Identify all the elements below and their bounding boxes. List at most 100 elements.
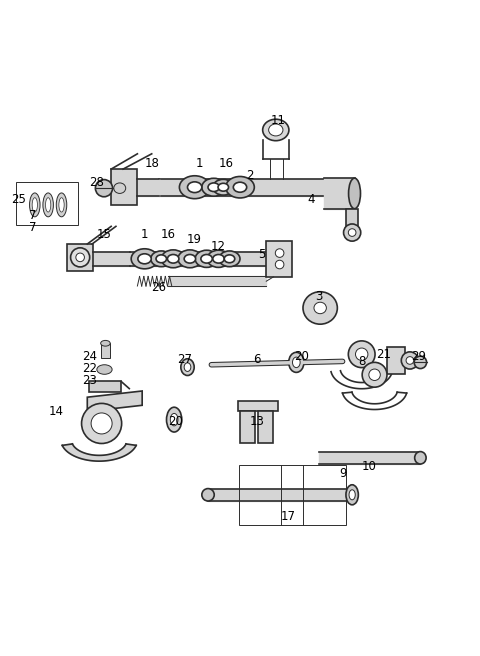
Ellipse shape — [56, 193, 67, 216]
Text: 18: 18 — [144, 157, 159, 170]
Ellipse shape — [213, 179, 234, 195]
Ellipse shape — [202, 178, 226, 196]
Text: 7: 7 — [29, 221, 36, 234]
Text: 9: 9 — [339, 467, 347, 480]
Circle shape — [362, 362, 387, 387]
Bar — [266, 241, 292, 277]
Ellipse shape — [303, 292, 337, 324]
Ellipse shape — [188, 182, 202, 193]
Circle shape — [356, 348, 368, 360]
Ellipse shape — [292, 357, 300, 367]
Circle shape — [401, 352, 419, 369]
Ellipse shape — [101, 340, 110, 346]
Ellipse shape — [219, 251, 240, 267]
Text: 14: 14 — [49, 405, 64, 418]
Ellipse shape — [224, 255, 235, 263]
Bar — [347, 209, 359, 229]
Ellipse shape — [59, 197, 64, 212]
Text: 12: 12 — [211, 240, 226, 253]
Circle shape — [71, 248, 90, 267]
Ellipse shape — [32, 197, 37, 212]
Ellipse shape — [415, 451, 426, 464]
Bar — [238, 401, 278, 411]
Ellipse shape — [131, 249, 158, 269]
Ellipse shape — [184, 363, 191, 371]
Text: 13: 13 — [249, 415, 264, 428]
Circle shape — [276, 249, 284, 257]
Circle shape — [344, 224, 361, 241]
Text: 16: 16 — [218, 157, 233, 170]
Text: 17: 17 — [280, 510, 295, 523]
Text: 4: 4 — [308, 193, 315, 205]
Ellipse shape — [213, 255, 224, 263]
Text: 1: 1 — [141, 228, 148, 241]
Circle shape — [348, 341, 375, 367]
Circle shape — [96, 180, 113, 197]
Text: 1: 1 — [196, 157, 203, 170]
Text: 22: 22 — [82, 362, 97, 375]
Text: 27: 27 — [178, 352, 192, 365]
Bar — [258, 411, 273, 443]
Text: 23: 23 — [82, 374, 97, 387]
Ellipse shape — [184, 255, 196, 263]
Bar — [240, 411, 255, 443]
Circle shape — [406, 357, 414, 364]
Text: 3: 3 — [315, 291, 323, 304]
Ellipse shape — [170, 413, 178, 426]
Ellipse shape — [226, 176, 254, 198]
Ellipse shape — [218, 183, 228, 191]
Ellipse shape — [156, 255, 167, 263]
Ellipse shape — [97, 365, 112, 375]
Text: 20: 20 — [295, 350, 310, 363]
Ellipse shape — [138, 254, 151, 264]
Ellipse shape — [202, 489, 214, 501]
Ellipse shape — [288, 352, 304, 373]
Text: 25: 25 — [11, 193, 25, 205]
Ellipse shape — [263, 119, 289, 140]
Bar — [16, 182, 78, 226]
Text: 16: 16 — [161, 228, 176, 241]
Ellipse shape — [201, 255, 212, 263]
Text: 15: 15 — [96, 228, 111, 241]
Ellipse shape — [161, 250, 185, 268]
Bar — [101, 343, 110, 358]
Circle shape — [76, 253, 84, 262]
Text: 5: 5 — [258, 247, 265, 260]
Text: 7: 7 — [29, 209, 36, 222]
Text: 24: 24 — [82, 350, 97, 363]
Ellipse shape — [178, 250, 202, 268]
Text: 19: 19 — [187, 234, 202, 246]
Text: 20: 20 — [168, 415, 183, 428]
Ellipse shape — [195, 250, 218, 268]
Ellipse shape — [168, 255, 179, 263]
Circle shape — [414, 356, 427, 369]
Ellipse shape — [208, 183, 219, 192]
Ellipse shape — [30, 193, 40, 216]
Circle shape — [276, 260, 284, 269]
Ellipse shape — [346, 485, 359, 505]
Text: 6: 6 — [253, 352, 261, 365]
Ellipse shape — [348, 178, 360, 209]
Text: 2: 2 — [246, 169, 253, 182]
Bar — [387, 347, 405, 374]
Ellipse shape — [43, 193, 53, 216]
Bar — [67, 244, 94, 271]
Text: 26: 26 — [151, 281, 167, 294]
Polygon shape — [87, 391, 142, 411]
Ellipse shape — [314, 302, 326, 314]
Bar — [239, 465, 347, 525]
Bar — [89, 381, 121, 392]
Ellipse shape — [349, 490, 355, 500]
Text: 29: 29 — [411, 350, 426, 363]
Text: 11: 11 — [271, 114, 286, 127]
Bar — [111, 169, 137, 205]
Text: 28: 28 — [89, 176, 104, 189]
Ellipse shape — [151, 251, 172, 267]
Text: 21: 21 — [376, 348, 391, 361]
Ellipse shape — [114, 183, 126, 194]
Circle shape — [82, 403, 121, 443]
Ellipse shape — [180, 176, 210, 199]
Ellipse shape — [46, 197, 51, 212]
Ellipse shape — [233, 182, 247, 192]
Polygon shape — [62, 444, 136, 461]
